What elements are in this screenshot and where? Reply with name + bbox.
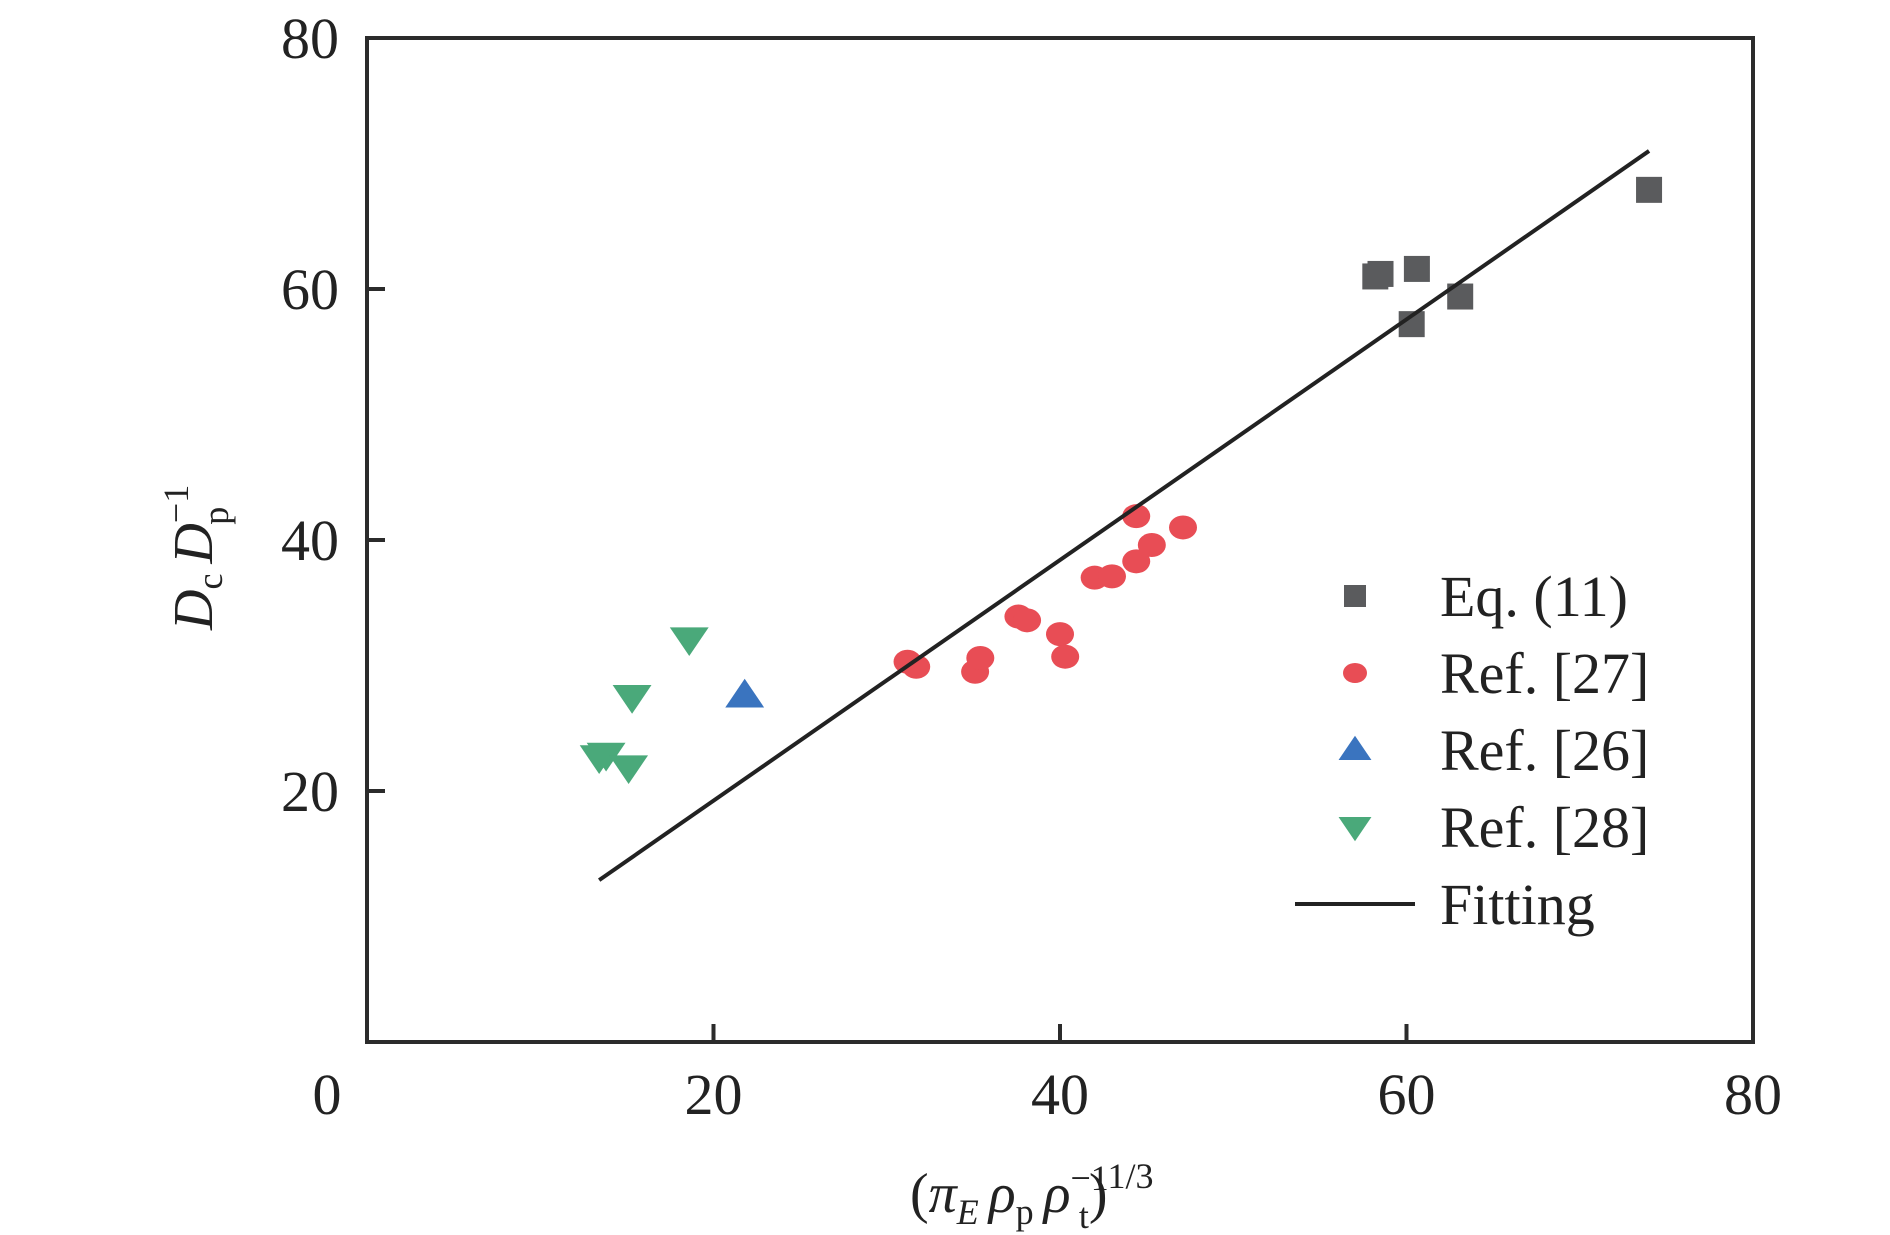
series-fitting xyxy=(598,149,1651,882)
data-point xyxy=(1367,260,1394,287)
legend: Eq. (11) Ref. [27] Ref. [26] Ref. [28] Fitti… xyxy=(1295,564,1649,937)
legend-item: Ref. [26] xyxy=(1338,718,1649,783)
y-label-d2-sub: p xyxy=(196,507,236,525)
y-label-d1: D xyxy=(163,590,225,631)
x-label-power: 1/3 xyxy=(1107,1156,1153,1196)
x-tick-label: 60 xyxy=(1378,1062,1436,1127)
data-marks xyxy=(579,149,1663,882)
y-tick-label: 20 xyxy=(281,759,339,824)
data-point xyxy=(1097,564,1126,589)
data-point xyxy=(1051,644,1080,669)
data-point xyxy=(609,755,649,785)
x-label-open: ( xyxy=(910,1163,929,1225)
x-label-close: ) xyxy=(1089,1163,1108,1225)
legend-label: Ref. [26] xyxy=(1440,718,1649,783)
data-point xyxy=(586,742,626,772)
data-point xyxy=(669,627,709,657)
x-label-rho2: ρ xyxy=(1042,1163,1071,1225)
x-label-rho2-sub: t xyxy=(1079,1196,1089,1235)
data-point xyxy=(1403,255,1430,282)
x-tick-label: 80 xyxy=(1724,1062,1782,1127)
data-point xyxy=(1122,549,1151,574)
legend-label: Fitting xyxy=(1440,872,1595,937)
legend-item: Fitting xyxy=(1295,872,1595,937)
series-ref-26 xyxy=(725,678,765,708)
legend-item: Ref. [27] xyxy=(1343,641,1649,706)
y-tick-label: 40 xyxy=(281,508,339,573)
y-axis-label: DcD−1p xyxy=(156,485,236,631)
y-tick-label: 80 xyxy=(281,6,339,71)
y-label-d2: D xyxy=(163,523,225,564)
data-point xyxy=(1169,515,1198,540)
fitting-line xyxy=(598,149,1651,882)
legend-item: Ref. [28] xyxy=(1338,795,1649,860)
series-eq-11 xyxy=(1362,176,1663,338)
data-point xyxy=(966,645,995,670)
legend-label: Eq. (11) xyxy=(1440,564,1628,629)
x-label-rho1-sub: p xyxy=(1016,1192,1034,1232)
x-tick-label: 20 xyxy=(685,1062,743,1127)
legend-marker-icon xyxy=(1344,585,1366,607)
data-point xyxy=(1013,608,1042,633)
tick-labels: 0 20 40 60 80 20 40 60 80 xyxy=(281,6,1782,1127)
legend-marker-icon xyxy=(1338,735,1372,761)
data-point xyxy=(1137,533,1166,558)
y-label-d2-sup: −1 xyxy=(156,485,196,523)
legend-label: Ref. [28] xyxy=(1440,795,1649,860)
y-label-d1-sub: c xyxy=(190,574,230,590)
legend-marker-icon xyxy=(1343,663,1367,683)
legend-marker-icon xyxy=(1338,816,1372,842)
series-ref-28 xyxy=(579,627,709,785)
legend-item: Eq. (11) xyxy=(1344,564,1628,629)
data-point xyxy=(612,685,652,714)
x-label-pi-sub: E xyxy=(956,1192,979,1232)
axis-ticks xyxy=(367,287,1409,1042)
x-label-rho2-sup: −1 xyxy=(1071,1158,1109,1198)
legend-label: Ref. [27] xyxy=(1440,641,1649,706)
y-tick-label: 60 xyxy=(281,257,339,322)
series-ref-27 xyxy=(893,504,1198,684)
x-axis-label: (πE ρp ρ−1 t)1/3 xyxy=(910,1156,1154,1235)
x-label-pi: π xyxy=(929,1163,959,1225)
x-tick-label: 40 xyxy=(1031,1062,1089,1127)
x-label-rho1: ρ xyxy=(987,1163,1016,1225)
data-point xyxy=(1636,176,1663,203)
data-point xyxy=(902,654,931,679)
data-point xyxy=(725,678,765,708)
data-point xyxy=(1046,622,1074,647)
x-tick-label: 0 xyxy=(313,1062,342,1127)
